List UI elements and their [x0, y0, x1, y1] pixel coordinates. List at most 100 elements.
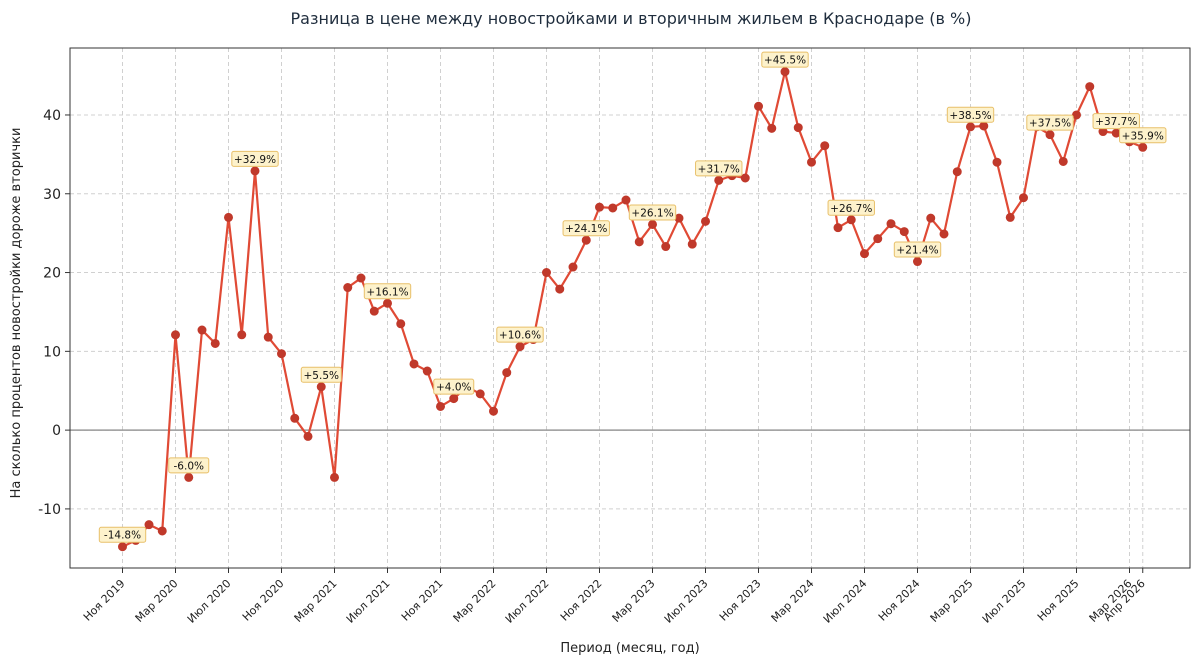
data-point [290, 413, 300, 423]
data-point [224, 212, 233, 222]
x-tick-label: Мар 2020 [133, 577, 181, 625]
x-tick-label: Мар 2024 [769, 577, 817, 625]
annotation-box [1026, 114, 1074, 131]
data-point [1005, 212, 1015, 222]
annotation-box [363, 283, 412, 300]
data-point [144, 520, 154, 530]
data-point [489, 406, 498, 416]
data-point [952, 167, 962, 177]
annotation-label: +38.5% [949, 110, 991, 122]
annotation-box [98, 526, 147, 543]
y-axis-label: На сколько процентов новостройки дороже … [9, 128, 24, 499]
annotations-layer: -14.8% -6.0% +32.9% +5.5% +16.1% +4.0% +10.6% +… [98, 51, 1167, 543]
data-point [634, 237, 644, 247]
annotation-box [628, 204, 677, 221]
data-point [648, 219, 657, 229]
data-point [939, 229, 949, 239]
data-point [1045, 130, 1055, 140]
data-point [316, 382, 326, 392]
data-point [555, 284, 565, 294]
x-tick-label: Ноя 2019 [81, 577, 128, 624]
data-point [369, 306, 379, 316]
annotation-label: +21.4% [896, 245, 938, 257]
y-tick-label: 10 [43, 344, 61, 360]
data-point [966, 122, 975, 132]
x-tick-label: Ноя 2022 [558, 577, 605, 624]
data-point [899, 227, 909, 237]
data-point [701, 216, 710, 226]
data-point [979, 121, 989, 131]
x-tick-label: Июл 2022 [503, 577, 552, 626]
annotation-label: +10.6% [499, 330, 541, 342]
annotation-box [562, 220, 610, 237]
annotation-box [231, 150, 279, 167]
data-point [277, 349, 286, 359]
data-point [436, 401, 445, 411]
data-point [793, 123, 803, 133]
annotation-box [761, 51, 809, 68]
data-point [1058, 156, 1068, 166]
x-tick-label: Июл 2025 [980, 577, 1029, 626]
data-point [687, 239, 697, 249]
data-point [1085, 82, 1095, 92]
data-point [992, 157, 1002, 167]
x-tick-label: Июл 2021 [344, 577, 393, 626]
data-point [210, 338, 220, 348]
data-point [767, 123, 777, 133]
annotation-box [893, 241, 942, 258]
data-point [383, 298, 392, 308]
x-tick-label: Ноя 2020 [240, 577, 287, 624]
data-point [754, 101, 763, 111]
data-point [237, 330, 247, 340]
annotation-label: +26.7% [830, 203, 872, 215]
data-point [409, 359, 419, 369]
series-line [122, 70, 1144, 548]
annotation-box [300, 366, 342, 383]
annotation-label: +16.1% [366, 286, 408, 298]
annotation-label: +35.9% [1122, 130, 1164, 142]
x-tick-label: Ноя 2023 [717, 577, 764, 624]
x-axis-ticks: Ноя 2019 Мар 2020 Июл 2020 Ноя 2020 Мар 2021… [81, 568, 1148, 626]
annotation-label: +37.5% [1029, 118, 1071, 130]
annotation-label: +5.5% [304, 370, 339, 382]
x-tick-label: Ноя 2024 [876, 577, 923, 624]
plot-area-frame [69, 47, 1191, 569]
data-point [595, 202, 604, 212]
data-point [171, 330, 180, 340]
data-point [820, 141, 830, 151]
data-point [1019, 193, 1028, 203]
data-point [1138, 142, 1148, 152]
annotation-box [496, 326, 544, 343]
data-point [422, 366, 432, 376]
data-point [568, 262, 578, 272]
annotation-label: +4.0% [436, 382, 471, 394]
data-point [621, 195, 631, 205]
data-point [714, 175, 724, 185]
y-tick-label: -10 [38, 502, 61, 518]
data-point [780, 67, 790, 77]
data-point [343, 283, 353, 293]
data-point [740, 173, 750, 183]
annotation-box [946, 106, 995, 123]
series-layer [118, 67, 1148, 552]
data-point [118, 542, 127, 552]
x-tick-label: Мар 2023 [610, 577, 658, 625]
data-point [330, 472, 339, 482]
annotation-box [433, 378, 475, 395]
data-point [475, 389, 485, 399]
data-point [502, 368, 512, 378]
data-point [926, 213, 936, 223]
data-point [197, 325, 207, 335]
data-point [873, 234, 883, 244]
data-point [886, 219, 896, 229]
data-point [515, 342, 525, 352]
x-tick-label: Мар 2022 [451, 577, 499, 625]
x-tick-label: Июл 2020 [185, 577, 234, 626]
annotation-label: +26.1% [631, 207, 673, 219]
data-point [157, 526, 167, 536]
annotation-box [1119, 127, 1167, 144]
y-tick-label: 20 [43, 266, 61, 282]
annotation-box [1092, 113, 1140, 130]
annotation-label: +24.1% [565, 223, 607, 235]
